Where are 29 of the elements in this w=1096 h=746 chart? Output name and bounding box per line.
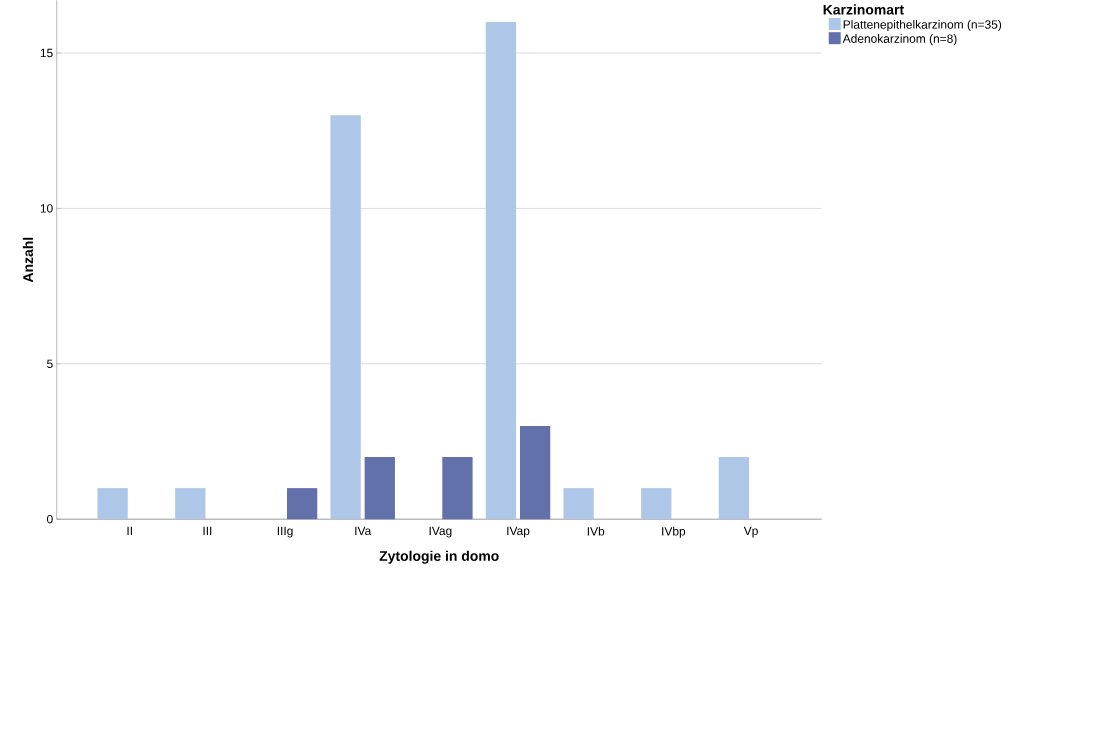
bar xyxy=(563,488,594,520)
y-tick-label: 15 xyxy=(40,48,53,58)
x-tick-label: IIIg xyxy=(277,526,293,538)
x-tick-label: IVa xyxy=(355,526,372,536)
legend-label: Adenokarzinom (n=8) xyxy=(842,34,957,46)
bar xyxy=(718,457,750,520)
bar xyxy=(364,457,395,520)
y-axis-title: Anzahl xyxy=(22,237,34,283)
bar xyxy=(286,488,318,520)
x-tick-label: II xyxy=(127,526,132,535)
bar xyxy=(175,488,206,520)
x-tick-label: Vp xyxy=(743,526,758,538)
bar xyxy=(485,21,517,520)
x-tick-label: IVap xyxy=(507,526,530,538)
bar xyxy=(442,457,473,520)
x-tick-label: IVb xyxy=(587,526,605,536)
x-tick-label: III xyxy=(203,526,212,535)
y-tick-label: 10 xyxy=(40,204,53,213)
bar xyxy=(330,115,361,520)
x-tick-label: IVbp xyxy=(662,526,686,538)
legend-label: Plattenepithelkarzinom (n=35) xyxy=(843,19,1002,32)
y-tick-label: 0 xyxy=(47,514,53,524)
x-axis-title: Zytologie in domo xyxy=(379,550,499,564)
x-tick-label: IVag xyxy=(429,526,452,538)
bar xyxy=(641,488,672,520)
bar xyxy=(519,425,551,520)
bar xyxy=(97,488,128,520)
y-tick-label: 5 xyxy=(47,359,53,368)
legend-title: Karzinomart xyxy=(823,4,904,15)
